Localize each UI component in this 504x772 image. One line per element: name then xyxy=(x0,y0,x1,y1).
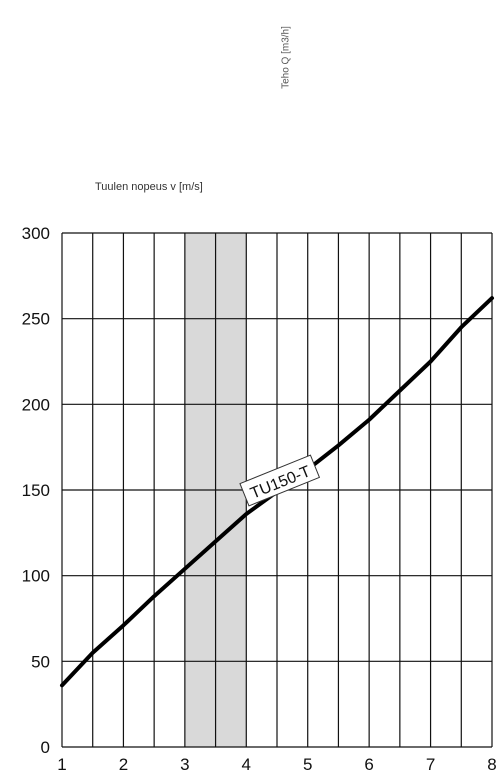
x-tick-label: 3 xyxy=(180,755,189,772)
y-tick-label: 100 xyxy=(22,567,50,586)
x-tick-label: 1 xyxy=(57,755,66,772)
x-tick-label: 5 xyxy=(303,755,312,772)
x-tick-label: 2 xyxy=(119,755,128,772)
x-tick-label: 8 xyxy=(487,755,496,772)
y-tick-label: 150 xyxy=(22,481,50,500)
x-tick-label: 4 xyxy=(242,755,251,772)
y-tick-label: 300 xyxy=(22,224,50,243)
y-tick-label: 0 xyxy=(41,738,50,757)
y-tick-label: 50 xyxy=(31,652,50,671)
x-tick-label: 6 xyxy=(364,755,373,772)
y-tick-label: 250 xyxy=(22,310,50,329)
x-tick-label: 7 xyxy=(426,755,435,772)
series-label-box xyxy=(239,454,321,507)
x-axis-title: Tuulen nopeus v [m/s] xyxy=(95,181,203,193)
y-tick-label: 200 xyxy=(22,395,50,414)
